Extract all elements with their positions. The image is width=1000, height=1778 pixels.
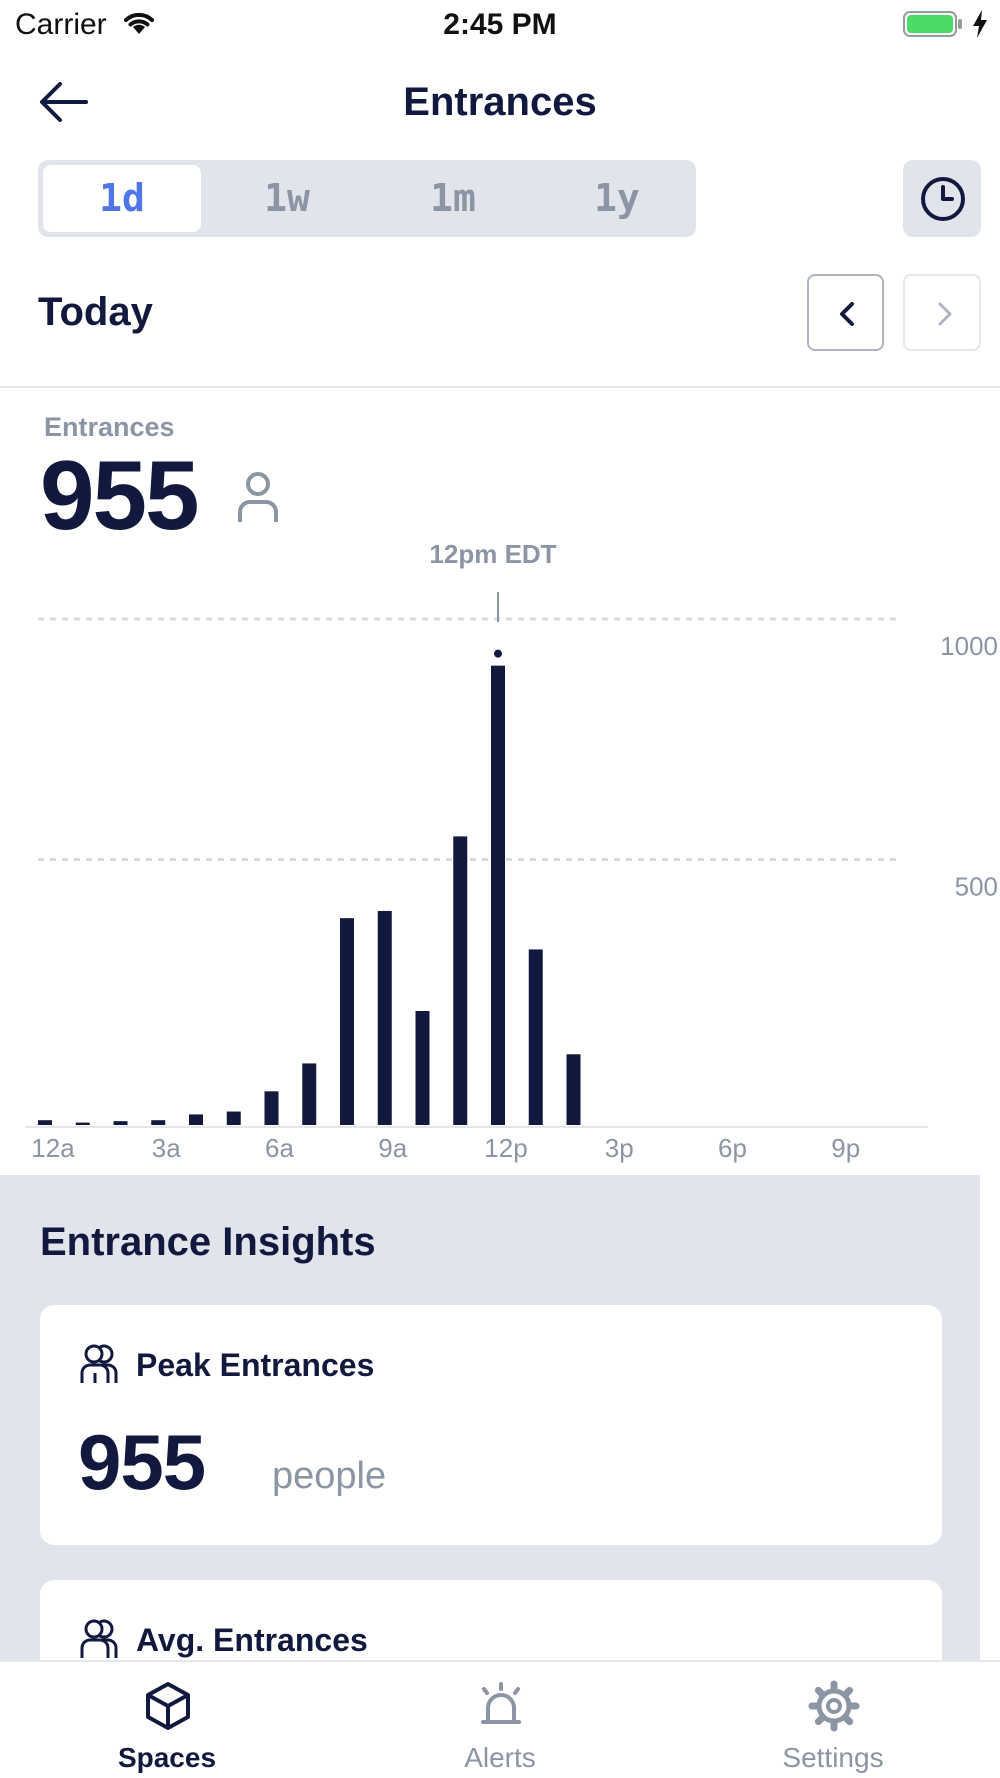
insights-section: Entrance Insights Peak Entrances 955 peo… (0, 1175, 980, 1720)
x-tick-label: 12a (31, 1133, 75, 1163)
carrier-label: Carrier (15, 8, 107, 41)
group-people-icon (80, 1344, 118, 1383)
chart-bar (189, 1114, 203, 1125)
bell-icon (481, 1682, 521, 1724)
next-period-button[interactable] (903, 274, 981, 351)
y-tick-label: 500 (955, 872, 998, 902)
x-tick-label: 3a (152, 1133, 181, 1163)
chart-bar (491, 665, 505, 1125)
chart-bar (415, 1011, 430, 1125)
tab-spaces-label: Spaces (117, 1742, 217, 1773)
history-button[interactable] (903, 160, 981, 237)
peak-entrances-value: 955 (78, 1418, 206, 1506)
range-segmented-control: 1d 1w 1m 1y (38, 160, 696, 237)
x-tick-label: 12p (484, 1133, 527, 1163)
back-button[interactable] (36, 78, 92, 126)
chart-bar (528, 949, 543, 1125)
tab-settings[interactable]: Settings (733, 1662, 933, 1778)
clock-icon (921, 177, 965, 221)
tab-alerts-label: Alerts (464, 1742, 536, 1773)
metric-label: Entrances (44, 412, 175, 442)
insights-title: Entrance Insights (40, 1220, 376, 1264)
x-tick-label: 6a (265, 1133, 294, 1163)
peak-entrances-unit: people (272, 1455, 387, 1497)
avg-entrances-title: Avg. Entrances (136, 1622, 368, 1658)
chart-bar (113, 1121, 128, 1125)
section-divider (0, 386, 1000, 388)
chart-bar (453, 836, 468, 1125)
tab-alerts[interactable]: Alerts (400, 1662, 600, 1778)
range-tab-1y[interactable]: 1y (594, 176, 640, 220)
x-tick-label: 3p (605, 1133, 634, 1163)
status-bar: Carrier 2:45 PM (0, 0, 1000, 50)
chart-bar (566, 1054, 581, 1125)
tab-spaces[interactable]: Spaces (67, 1662, 267, 1778)
tab-settings-label: Settings (782, 1742, 884, 1773)
chevron-left-icon (840, 302, 854, 326)
arrow-left-icon (40, 82, 88, 122)
x-tick-label: 9p (831, 1133, 860, 1163)
peak-entrances-title: Peak Entrances (136, 1347, 375, 1383)
wifi-icon (124, 12, 154, 34)
chart-bar (151, 1120, 166, 1125)
range-tab-1m[interactable]: 1m (430, 176, 476, 220)
chart-bar (340, 918, 354, 1125)
chart-bar (264, 1091, 279, 1125)
clock-time: 2:45 PM (443, 8, 557, 41)
page-title: Entrances (403, 80, 597, 124)
period-title: Today (38, 290, 153, 334)
x-tick-label: 9a (378, 1133, 407, 1163)
chevron-right-icon (938, 302, 952, 326)
chart-bar (302, 1063, 317, 1125)
peak-entrances-card[interactable]: Peak Entrances 955 people (40, 1305, 942, 1545)
chart-bar (75, 1122, 90, 1125)
previous-period-button[interactable] (807, 274, 884, 351)
metric-value: 955 (40, 440, 200, 550)
gear-icon (808, 1680, 860, 1732)
x-tick-label: 6p (718, 1133, 747, 1163)
entrances-bar-chart: 1000 500 12pm EDT 12a 3a 6a 9a 12p 3p 6p 9p (25, 540, 998, 1163)
highlight-label: 12pm EDT (429, 540, 556, 569)
person-icon (238, 472, 278, 522)
nav-bar: Entrances (0, 60, 1000, 146)
battery-icon (903, 11, 962, 37)
range-tab-1w[interactable]: 1w (264, 176, 310, 220)
highlight-dot (494, 649, 502, 658)
chart-bar (377, 910, 392, 1125)
tab-bar: Spaces Alerts Settings (0, 1660, 1000, 1778)
chart-bar (38, 1120, 52, 1125)
range-tab-1d[interactable]: 1d (43, 165, 201, 232)
y-tick-label: 1000 (940, 631, 998, 661)
cube-icon (146, 1682, 190, 1730)
charging-bolt-icon (973, 10, 987, 38)
chart-bar (226, 1111, 241, 1125)
group-people-icon (80, 1619, 118, 1658)
